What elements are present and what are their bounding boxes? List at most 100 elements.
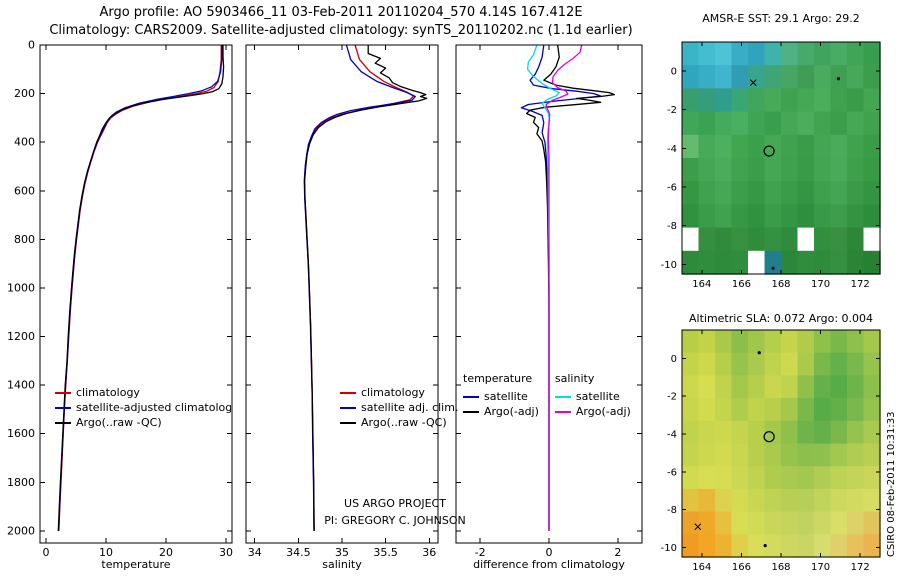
legend-label: satellite adj. clim. — [361, 400, 459, 414]
x-tick-label: 172 — [851, 279, 870, 290]
y-tick-label: 400 — [14, 136, 35, 149]
difference-axis-label: difference from climatology — [473, 558, 625, 571]
y-tick-label: -6 — [667, 467, 677, 478]
x-tick-label: 170 — [811, 279, 830, 290]
legend-entry: Argo(..raw -QC) — [55, 415, 231, 430]
x-tick-label: -2 — [475, 546, 486, 559]
y-tick-label: 0 — [28, 39, 35, 52]
y-tick-label: 200 — [14, 87, 35, 100]
salinity-profile-panel: 34 34.5 35 35.5 36 — [245, 44, 439, 559]
x-tick-label: 168 — [771, 279, 790, 290]
y-tick-label: -6 — [667, 183, 677, 194]
y-tick-label: -2 — [667, 392, 677, 403]
legend-label: Argo(..raw -QC) — [76, 415, 162, 429]
series-line-satellite-adj--clim- — [303, 44, 416, 531]
series-line-argo--adj- — [545, 44, 583, 531]
legend-line-sample — [55, 421, 71, 424]
legend-line-sample — [463, 410, 479, 413]
legend-label: climatology — [76, 385, 140, 399]
figure-title: Argo profile: AO 5903466_11 03-Feb-2011 … — [99, 5, 583, 20]
y-tick-label: -10 — [661, 260, 677, 271]
legend-entry: satellite — [463, 389, 539, 404]
y-tick-label: -4 — [667, 144, 677, 155]
heatmap-grid — [682, 330, 881, 558]
temperature-axis-label: temperature — [101, 558, 171, 571]
x-tick-label: 172 — [851, 562, 870, 573]
dot-marker — [763, 544, 767, 548]
legend-label: Argo(..raw -QC) — [361, 415, 447, 429]
legend-line-sample — [463, 395, 479, 398]
legend-line-sample — [340, 391, 356, 394]
y-tick-label: 1600 — [7, 427, 35, 440]
legend-label: climatology — [361, 385, 425, 399]
sla-map-panel: 164 166 168 170 172 0 -2 -4 -6 -8 -10 — [661, 329, 881, 573]
project-annotation: US ARGO PROJECT — [344, 497, 446, 510]
y-tick-label: 0 — [671, 354, 677, 365]
sst-map-title: AMSR-E SST: 29.1 Argo: 29.2 — [702, 12, 860, 25]
difference-profile-panel: -2 0 2 — [455, 44, 643, 559]
legend-entry: Argo(-adj) — [554, 404, 631, 419]
y-tick-label: 1800 — [7, 476, 35, 489]
pi-annotation: PI: GREGORY C. JOHNSON — [324, 514, 466, 527]
y-tick-label: 800 — [14, 233, 35, 246]
dot-marker — [836, 77, 841, 81]
legend-entry: satellite adj. clim. — [340, 400, 458, 415]
y-tick-label: 1000 — [7, 281, 35, 294]
series-line-argo--adj- — [525, 44, 616, 531]
legend-entry: climatology — [55, 385, 231, 400]
panel-frame — [39, 44, 233, 544]
legend-label: Argo(-adj) — [575, 404, 631, 418]
panel-frame — [245, 44, 439, 544]
legend-group: salinity satellite Argo(-adj) — [554, 372, 631, 419]
x-tick-label: 164 — [692, 279, 711, 290]
x-tick-label: 170 — [811, 562, 830, 573]
y-tick-label: 0 — [671, 67, 677, 78]
legend-line-sample — [554, 395, 571, 398]
legend-entry: Argo(-adj) — [463, 404, 539, 419]
series-line-satellite — [526, 44, 560, 531]
legend-label: satellite — [484, 389, 528, 403]
legend-label: satellite-adjusted climatology — [76, 400, 231, 414]
dot-marker — [771, 266, 775, 270]
temperature-profile-panel: 0 10 20 30 0 200 400 600 800 1000 1200 1400 1600 1800… — [7, 39, 233, 560]
x-tick-label: 36 — [422, 546, 436, 559]
legend-line-sample — [340, 406, 356, 409]
series-line-argo---raw--qc- — [57, 45, 225, 531]
y-tick-label: 1200 — [7, 330, 35, 343]
sst-map-panel: 164 166 168 170 172 0 -2 -4 -6 -8 -10 — [661, 41, 881, 290]
y-tick-label: -2 — [667, 105, 677, 116]
y-tick-label: 600 — [14, 184, 35, 197]
legend-entry: climatology — [340, 385, 458, 400]
difference-legend: temperature satellite Argo(-adj) salinity sa… — [463, 372, 631, 419]
x-tick-label: 30 — [219, 546, 233, 559]
y-tick-label: -8 — [667, 505, 677, 516]
legend-entry: satellite-adjusted climatology — [55, 400, 231, 415]
legend-group: temperature satellite Argo(-adj) — [463, 372, 539, 419]
x-tick-label: 34.5 — [286, 546, 311, 559]
x-tick-label: 10 — [99, 546, 113, 559]
legend-line-sample — [55, 406, 71, 409]
legend-entry: Argo(..raw -QC) — [340, 415, 458, 430]
x-tick-label: 35 — [335, 546, 349, 559]
csiro-timestamp: CSIRO 08-Feb-2011 10:31:33 — [886, 411, 897, 557]
series-line-satellite — [520, 44, 602, 531]
sla-map-title: Altimetric SLA: 0.072 Argo: 0.004 — [688, 312, 874, 325]
series-line-argo---raw--qc- — [303, 45, 428, 531]
legend-line-sample — [340, 421, 356, 424]
salinity-legend: climatology satellite adj. clim. Argo(..ra… — [340, 385, 458, 430]
x-tick-label: 164 — [692, 562, 711, 573]
legend-label: Argo(-adj) — [484, 404, 539, 418]
series-line-climatology — [303, 44, 415, 531]
x-tick-label: 20 — [159, 546, 173, 559]
x-tick-label: 0 — [546, 546, 553, 559]
series-line-satellite-adjusted-climatology — [57, 45, 223, 531]
argo-position-marker — [763, 431, 775, 443]
x-tick-label: 168 — [771, 562, 790, 573]
y-tick-label: 1400 — [7, 379, 35, 392]
x-tick-label: 35.5 — [373, 546, 398, 559]
x-tick-label: 34 — [248, 546, 262, 559]
salinity-axis-label: salinity — [322, 558, 362, 571]
series-line-climatology — [58, 45, 222, 531]
